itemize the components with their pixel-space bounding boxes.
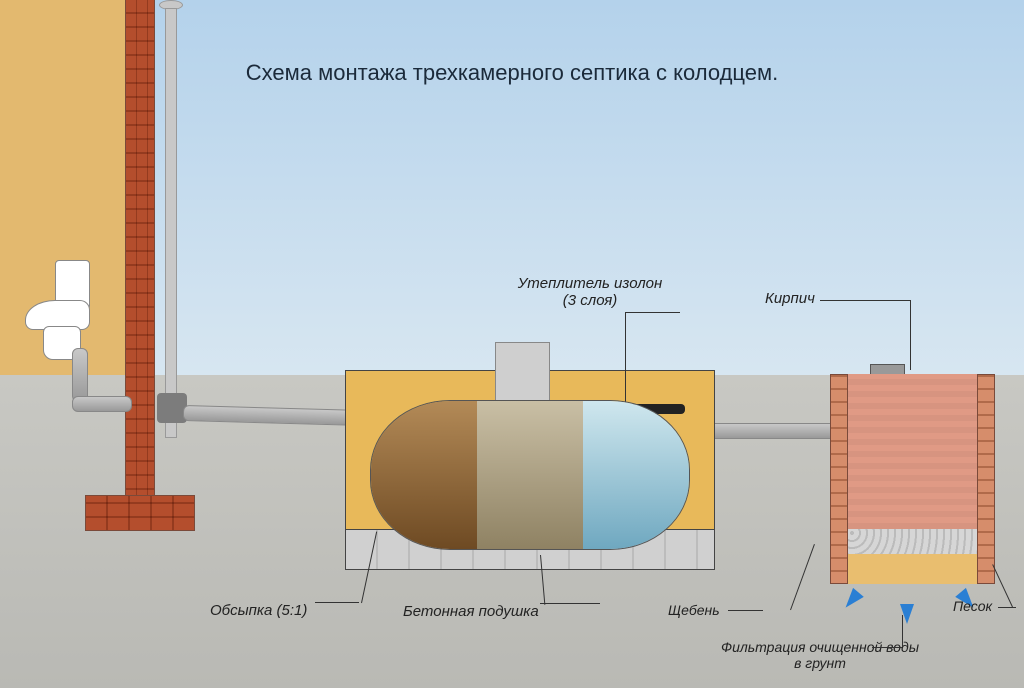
lead-line [540, 603, 600, 604]
well-wall-left [830, 374, 848, 584]
lead-line [728, 610, 763, 611]
drainage-well [830, 374, 995, 584]
label-brick: Кирпич [765, 290, 815, 307]
label-text: (3 слоя) [563, 292, 618, 309]
lead-line [910, 300, 911, 370]
lead-line [315, 602, 359, 603]
tank-chamber-1 [371, 401, 477, 549]
well-wall-right [977, 374, 995, 584]
toilet-icon [25, 260, 95, 350]
label-sand: Песок [953, 598, 992, 614]
well-fill [848, 374, 977, 529]
label-insulation: Утеплитель изолон (3 слоя) [500, 275, 680, 309]
label-gravel: Щебень [668, 602, 720, 618]
septic-tank [370, 400, 690, 550]
diagram-canvas: Схема монтажа трехкамерного септика с ко… [0, 0, 1024, 688]
lead-line [625, 312, 626, 406]
tank-chamber-2 [477, 401, 583, 549]
lead-line [998, 607, 1016, 608]
tank-chamber-3 [583, 401, 689, 549]
label-text: Утеплитель изолон [518, 275, 663, 292]
well-gravel [848, 529, 977, 554]
brick-wall [125, 0, 155, 516]
lead-line [902, 615, 903, 647]
pipe-under-house [72, 396, 132, 412]
vent-pipe [165, 8, 177, 438]
label-filtration: Фильтрация очищенной воды в грунт [720, 639, 920, 671]
label-concrete: Бетонная подушка [403, 603, 539, 620]
foundation [85, 495, 195, 531]
tank-neck [495, 342, 550, 408]
lead-line [820, 300, 910, 301]
lead-line [872, 647, 902, 648]
label-backfill: Обсыпка (5:1) [210, 602, 307, 619]
lead-line [625, 312, 680, 313]
pipe-toilet-drop [72, 348, 88, 402]
well-sand [848, 554, 977, 584]
